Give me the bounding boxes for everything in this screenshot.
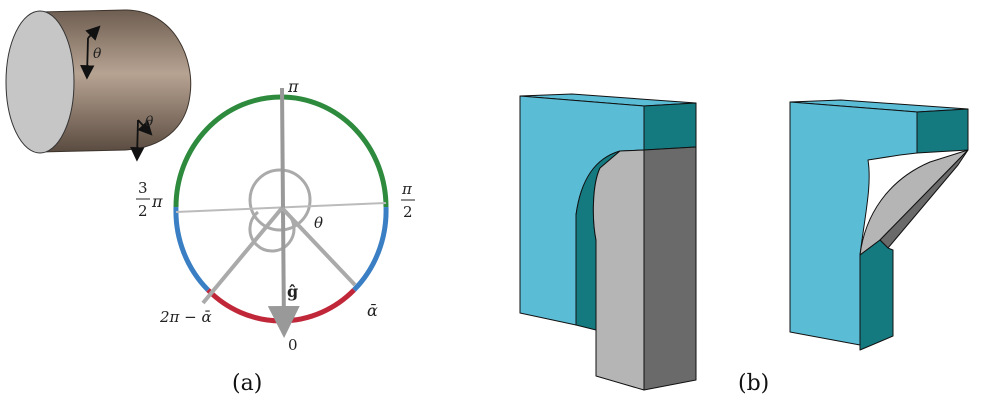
arc-blue-left	[173, 206, 210, 292]
label-pi: π	[287, 77, 299, 96]
local-frame-bottom: θ	[130, 114, 154, 162]
local-frame-top: θ	[80, 25, 102, 80]
left-cut-gray-side	[643, 146, 697, 391]
right-lower-teal	[859, 239, 894, 351]
right-side-face-top	[916, 108, 969, 154]
caption-b: (b)	[738, 371, 769, 396]
arc-blue-right	[352, 206, 389, 292]
inner-circle	[248, 168, 312, 232]
angle-dial: π 3 2 π π 2 θ ĝ 0 ᾱ 2π − ᾱ	[136, 77, 415, 354]
arc-red	[206, 288, 356, 324]
label-alpha-bar: ᾱ	[367, 301, 378, 320]
label-three-half-den: 2	[138, 202, 148, 220]
label-g-hat: ĝ	[287, 282, 298, 301]
body-flat-disk	[5, 10, 75, 154]
theta-top-label: θ	[93, 46, 102, 62]
caption-a: (a)	[232, 371, 262, 396]
panel-b: (b)	[519, 93, 969, 396]
alpha-bar-line	[280, 206, 357, 287]
label-theta: θ	[314, 214, 323, 232]
label-two-pi-minus-alpha: 2π − ᾱ	[159, 308, 212, 326]
label-zero: 0	[288, 336, 298, 354]
theta-bottom-label: θ	[145, 114, 154, 130]
left-cut-gray-front	[592, 149, 645, 391]
right-cut-gray	[859, 149, 969, 256]
label-three-half-num: 3	[138, 179, 148, 197]
left-right-face-top	[643, 102, 697, 151]
label-half-pi-den: 2	[403, 203, 413, 221]
two-pi-minus-alpha-line	[201, 206, 284, 305]
block-right	[789, 99, 969, 351]
rounded-body-shape: θ θ	[5, 9, 192, 162]
label-three-half-pi: π	[151, 192, 163, 211]
block-left	[519, 93, 697, 391]
label-half-pi-num: π	[401, 180, 413, 198]
panel-a: θ θ π 3	[5, 9, 415, 396]
